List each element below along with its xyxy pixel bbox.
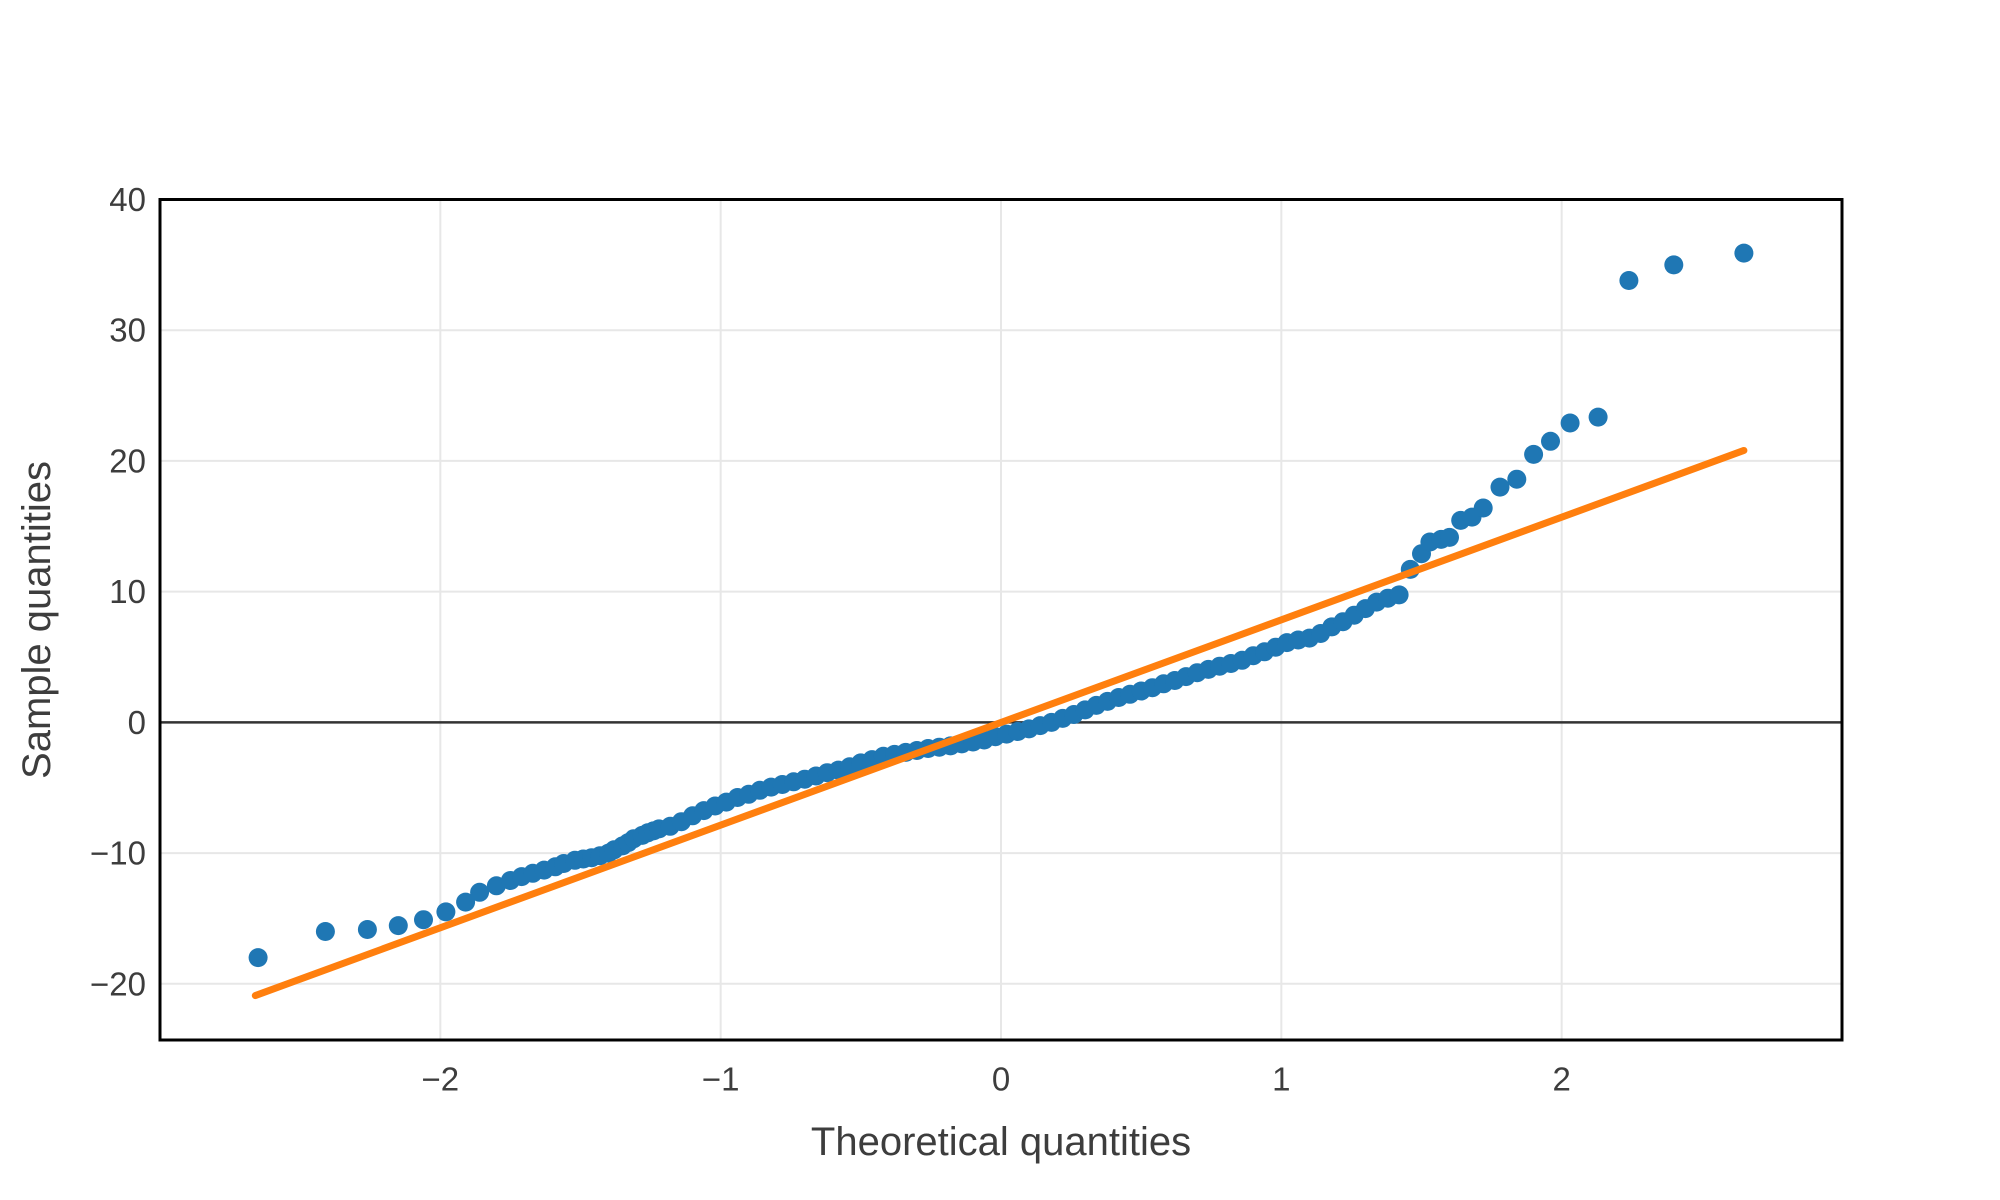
- scatter-point: [315, 922, 335, 941]
- scatter-point: [1440, 527, 1459, 547]
- y-tick-label: 10: [109, 573, 146, 610]
- gridlines: [160, 198, 1842, 1040]
- scatter-point: [1619, 271, 1639, 290]
- x-tick-label: 0: [992, 1061, 1010, 1098]
- x-tick-label: −1: [702, 1061, 740, 1098]
- scatter-point: [1389, 585, 1409, 605]
- y-tick-label: −10: [90, 835, 146, 872]
- x-axis-label: Theoretical quantities: [811, 1120, 1191, 1164]
- x-tick-labels: −2 −1 0 1 2: [422, 1061, 1571, 1098]
- reference-line: [251, 446, 1748, 1000]
- scatter-point: [436, 902, 456, 922]
- scatter-point: [1664, 255, 1684, 275]
- scatter-point: [357, 920, 377, 939]
- scatter-point: [470, 882, 490, 902]
- y-tick-label: 0: [128, 704, 146, 741]
- y-tick-label: 20: [109, 442, 146, 479]
- scatter-point: [414, 910, 433, 930]
- scatter-point: [1541, 431, 1560, 451]
- y-tick-label: −20: [90, 965, 146, 1002]
- scatter-point: [1524, 444, 1544, 464]
- scatter-point: [1490, 477, 1510, 497]
- x-tick-label: −2: [422, 1061, 460, 1098]
- fit-line: [251, 446, 1748, 1000]
- scatter-point: [248, 948, 268, 968]
- scatter-point: [1507, 469, 1527, 489]
- y-tick-label: 30: [109, 312, 146, 349]
- scatter-point: [456, 892, 476, 912]
- scatter-point: [1734, 243, 1754, 263]
- scatter-point: [1473, 498, 1493, 518]
- plot-border: [158, 198, 1844, 1042]
- y-tick-labels: −20 −10 0 10 20 30 40: [90, 181, 146, 1002]
- x-tick-label: 2: [1552, 1061, 1570, 1098]
- scatter-points: [248, 243, 1754, 968]
- y-axis-label: Sample quantities: [15, 461, 59, 779]
- x-tick-label: 1: [1272, 1061, 1290, 1098]
- scatter-point: [1560, 413, 1580, 433]
- y-tick-label: 40: [109, 181, 146, 218]
- scatter-point: [388, 916, 408, 936]
- axes-spines: [158, 198, 1844, 1042]
- scatter-point: [1588, 407, 1608, 427]
